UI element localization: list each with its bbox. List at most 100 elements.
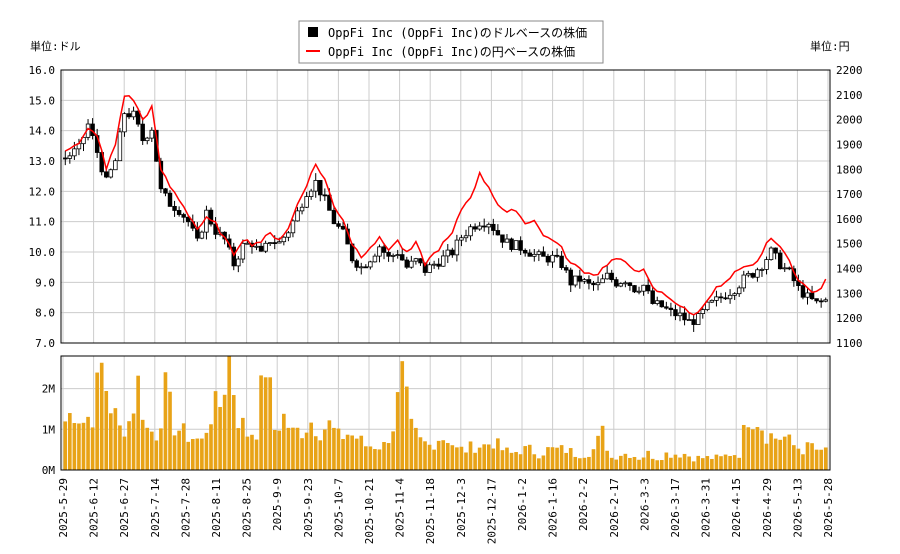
candle-body <box>72 148 77 157</box>
volume-bar <box>792 445 796 470</box>
candle-body <box>591 282 596 286</box>
candle-body <box>181 214 186 218</box>
volume-bar <box>559 445 564 470</box>
volume-bar <box>81 422 86 470</box>
candle-body <box>327 194 332 211</box>
volume-bar <box>764 443 769 470</box>
volume-bar <box>550 447 555 470</box>
volume-bar <box>532 454 537 470</box>
volume-bar <box>714 454 719 470</box>
left-tick-label: 10.0 <box>29 246 56 259</box>
volume-bar <box>118 425 122 470</box>
volume-bar <box>309 422 313 470</box>
volume-bar <box>245 436 250 470</box>
volume-bar <box>801 454 805 470</box>
candle-body <box>286 232 291 238</box>
candle-body <box>814 298 819 302</box>
candle-body <box>568 269 573 286</box>
volume-bar <box>436 440 441 470</box>
volume-bar <box>177 430 181 470</box>
candle-body <box>677 312 683 317</box>
candle-body <box>627 282 633 286</box>
volume-bar <box>99 362 104 470</box>
right-tick-label: 2100 <box>836 89 863 102</box>
x-tick-label: 2026-5-13 <box>791 478 804 538</box>
candle-body <box>149 129 155 139</box>
volume-bar <box>641 457 646 470</box>
volume-bar <box>587 456 591 470</box>
candle-body <box>632 285 637 293</box>
volume-bar <box>450 445 455 470</box>
right-tick-label: 1200 <box>836 312 863 325</box>
volume-bar <box>618 455 623 470</box>
volume-bar <box>272 430 277 470</box>
volume-bar <box>664 452 669 470</box>
right-tick-label: 1100 <box>836 337 863 350</box>
candle-body <box>290 220 296 234</box>
volume-bar <box>723 454 728 470</box>
volume-bar <box>505 447 509 470</box>
volume-bar <box>755 427 760 470</box>
volume-bar <box>737 457 742 470</box>
x-tick-label: 2025-8-11 <box>210 478 223 538</box>
candle-body <box>422 262 428 273</box>
candle-body <box>700 309 705 314</box>
candle-body <box>577 275 583 282</box>
candle-body <box>809 292 815 300</box>
x-tick-label: 2026-3-31 <box>700 478 713 538</box>
candle-body <box>463 235 469 239</box>
candle-body <box>63 157 68 160</box>
candle-body <box>682 312 687 321</box>
volume-bar <box>323 429 327 470</box>
candle-body <box>504 238 510 243</box>
volume-bar <box>646 450 650 470</box>
x-tick-label: 2025-7-14 <box>149 478 162 538</box>
volume-bar <box>250 434 254 470</box>
candle-body <box>409 260 414 268</box>
volume-bar <box>564 452 568 470</box>
candle-body <box>386 252 391 257</box>
volume-bar <box>168 391 172 470</box>
volume-bar <box>650 458 655 470</box>
volume-bar <box>546 447 550 470</box>
candle-body <box>427 264 432 273</box>
candle-body <box>595 282 601 286</box>
volume-bar <box>459 446 464 470</box>
volume-bar <box>332 427 336 470</box>
candle-body <box>509 238 514 250</box>
volume-bar <box>391 431 395 470</box>
candle-body <box>500 234 505 243</box>
candle-body <box>454 239 460 256</box>
candle-body <box>527 252 532 257</box>
candle-body <box>381 246 387 253</box>
volume-bar <box>537 458 541 470</box>
volume-bar <box>68 413 72 470</box>
candle-body <box>732 293 737 296</box>
left-tick-label: 16.0 <box>29 64 56 77</box>
candle-body <box>135 110 141 125</box>
volume-bar <box>637 459 641 470</box>
volume-bar <box>491 448 496 470</box>
grid <box>61 69 830 471</box>
x-tick-label: 2025-7-28 <box>179 478 192 538</box>
volume-bar <box>573 456 578 470</box>
candle-body <box>208 209 214 225</box>
volume-bar <box>163 372 168 470</box>
candle-body <box>545 255 551 263</box>
candle-body <box>559 255 564 268</box>
volume-bar <box>377 449 382 470</box>
candle-body <box>686 319 692 321</box>
candle-body <box>491 223 496 231</box>
x-tick-label: 2026-4-29 <box>761 478 774 538</box>
candle-body <box>550 254 555 263</box>
volume-bar <box>291 427 295 470</box>
volume-bar <box>209 424 213 470</box>
volume-bar <box>427 444 432 470</box>
candle-body <box>126 113 132 118</box>
candle-body <box>495 230 501 236</box>
volume-bar <box>382 442 386 470</box>
left-tick-label: 11.0 <box>29 216 56 229</box>
volume-bar <box>404 386 409 470</box>
volume-bar <box>445 442 450 470</box>
volume-bar <box>705 456 710 470</box>
